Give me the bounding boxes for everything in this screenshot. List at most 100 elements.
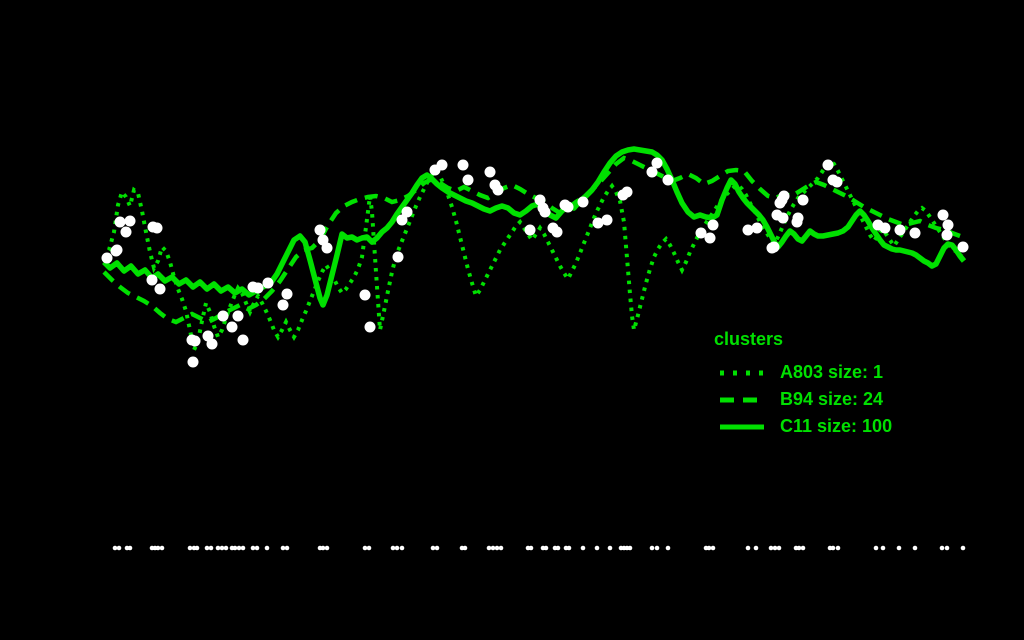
scatter-point [277, 299, 289, 311]
rug-tick [116, 545, 122, 551]
rug-tick [430, 545, 436, 551]
scatter-point [146, 274, 158, 286]
scatter-point [232, 310, 244, 322]
rug-tick [873, 545, 879, 551]
rug-tick [362, 545, 368, 551]
rug-tick [555, 545, 561, 551]
scatter-point [651, 157, 663, 169]
scatter-point [321, 242, 333, 254]
scatter-point [831, 176, 843, 188]
legend-item-b94: B94 size: 24 [714, 386, 892, 413]
scatter-point [217, 310, 229, 322]
scatter-point [777, 212, 789, 224]
rug-tick [155, 545, 161, 551]
rug-tick [264, 545, 270, 551]
legend-item-label: B94 size: 24 [780, 389, 884, 409]
scatter-point [281, 288, 293, 300]
scatter-point [751, 222, 763, 234]
rug-tick [215, 545, 221, 551]
scatter-point [562, 201, 574, 213]
rug-tick [254, 545, 260, 551]
scatter-point [937, 209, 949, 221]
scatter-point [124, 215, 136, 227]
scatter-point [942, 219, 954, 231]
scatter-point [110, 245, 122, 257]
rug-tick [390, 545, 396, 551]
rug-tick [324, 545, 330, 551]
scatter-point [392, 251, 404, 263]
scatter-point [524, 224, 536, 236]
rug-tick [580, 545, 586, 551]
rug-tick [800, 545, 806, 551]
rug-tick [768, 545, 774, 551]
rug-tick [486, 545, 492, 551]
scatter-point [662, 174, 674, 186]
scatter-point [695, 227, 707, 239]
rug-tick [912, 545, 918, 551]
rug-tick [830, 545, 836, 551]
scatter-point [359, 289, 371, 301]
rug-tick [654, 545, 660, 551]
scatter-point [909, 227, 921, 239]
rug-tick [745, 545, 751, 551]
scatter-point [237, 334, 249, 346]
scatter-point [742, 224, 754, 236]
scatter-point [252, 282, 264, 294]
rug-tick [194, 545, 200, 551]
rug-tick [208, 545, 214, 551]
rug-tick [204, 545, 210, 551]
scatter-point [457, 159, 469, 171]
scatter-point [206, 338, 218, 350]
scatter-point [879, 222, 891, 234]
rug-tick [528, 545, 534, 551]
rug-tick [187, 545, 193, 551]
rug-tick [710, 545, 716, 551]
rug-tick [394, 545, 400, 551]
rug-tick [280, 545, 286, 551]
rug-tick [594, 545, 600, 551]
scatter-point [577, 196, 589, 208]
scatter-point [646, 166, 658, 178]
rug-tick [543, 545, 549, 551]
rug-tick [434, 545, 440, 551]
scatter-point [776, 194, 788, 206]
scatter-point [792, 212, 804, 224]
scatter-point [551, 226, 563, 238]
scatter-point [436, 159, 448, 171]
scatter-point [187, 356, 199, 368]
scatter-point [262, 277, 274, 289]
rug-tick [462, 545, 468, 551]
rug-tick [494, 545, 500, 551]
series-b94-line [102, 155, 961, 325]
dashed-line-key-icon [720, 397, 764, 402]
rug-tick [880, 545, 886, 551]
scatter-point [797, 194, 809, 206]
rug-tick [566, 545, 572, 551]
scatter-point [226, 321, 238, 333]
rug-tick [649, 545, 655, 551]
rug-tick [706, 545, 712, 551]
rug-tick [939, 545, 945, 551]
rug-tick [776, 545, 782, 551]
scatter-point [189, 335, 201, 347]
scatter-point [766, 242, 778, 254]
rug-tick [240, 545, 246, 551]
legend-item-c11: C11 size: 100 [714, 413, 892, 440]
legend-title: clusters [714, 329, 784, 349]
scatter-point [462, 174, 474, 186]
rug-tick [665, 545, 671, 551]
scatter-point [957, 241, 969, 253]
rug-tick [796, 545, 802, 551]
series-c11-line [102, 146, 967, 308]
solid-line-key-icon [720, 424, 764, 429]
rug-tick [127, 545, 133, 551]
legend: clusters A803 size: 1 B94 size: 24 C11 s… [714, 329, 892, 440]
rug-tick [219, 545, 225, 551]
rug-tick [772, 545, 778, 551]
rug-tick [627, 545, 633, 551]
rug-tick [250, 545, 256, 551]
scatter-point [314, 224, 326, 236]
scatter-point [941, 229, 953, 241]
scatter-point [704, 232, 716, 244]
rug-tick [284, 545, 290, 551]
